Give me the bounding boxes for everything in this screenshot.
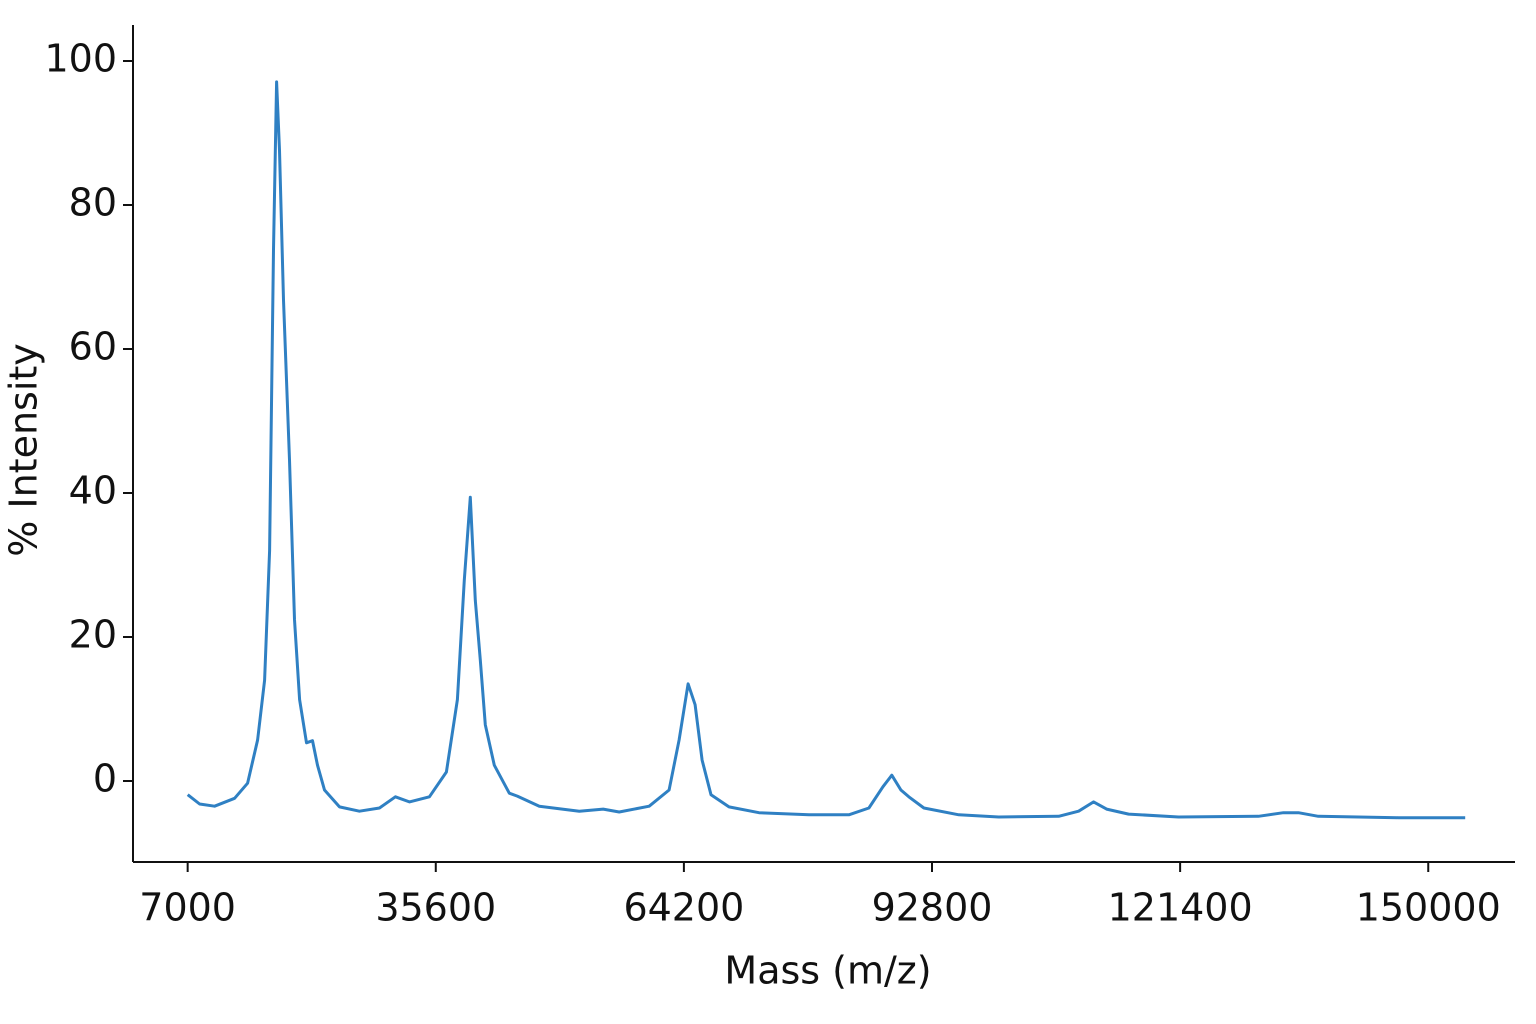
x-tick-label: 7000 (139, 886, 236, 930)
x-tick-label: 92800 (872, 886, 993, 930)
x-axis-label: Mass (m/z) (724, 949, 931, 993)
data-line (186, 80, 1466, 820)
x-tick-label: 150000 (1356, 886, 1501, 930)
y-tick-label: 60 (69, 325, 117, 369)
y-axis-label: % Intensity (2, 343, 46, 557)
y-tick-label: 100 (44, 37, 117, 81)
x-tick-label: 121400 (1108, 886, 1253, 930)
y-tick-label: 0 (93, 757, 117, 801)
y-tick-label: 80 (69, 181, 117, 225)
x-tick-label: 35600 (375, 886, 496, 930)
y-tick-label: 40 (69, 469, 117, 513)
y-tick-label: 20 (69, 613, 117, 657)
x-tick-label: 64200 (623, 886, 744, 930)
